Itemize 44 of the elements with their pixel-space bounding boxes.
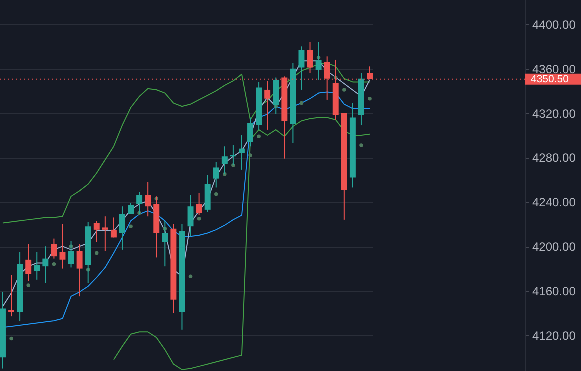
y-tick-label: 4280.00 <box>532 151 576 166</box>
y-tick-label: 4160.00 <box>532 284 576 299</box>
y-tick-label: 4320.00 <box>532 106 576 121</box>
point <box>10 336 14 341</box>
candlestick <box>102 216 108 252</box>
candlestick <box>51 238 58 260</box>
point <box>248 154 252 158</box>
candlestick <box>307 42 314 74</box>
point <box>257 134 261 138</box>
candlestick <box>119 206 126 250</box>
candlestick <box>94 220 100 243</box>
point <box>52 262 56 266</box>
candlestick <box>60 224 66 270</box>
candlestick <box>196 192 202 216</box>
point <box>129 224 133 228</box>
candlestick <box>298 46 305 90</box>
candlestick <box>42 246 49 284</box>
candlestick <box>110 217 117 238</box>
point <box>26 284 30 288</box>
candlestick <box>264 80 271 130</box>
point <box>342 88 346 92</box>
y-tick-label: 4400.00 <box>532 18 576 32</box>
point <box>368 96 372 101</box>
point <box>188 274 193 278</box>
candlestick <box>128 202 134 215</box>
candlestick <box>213 162 220 188</box>
candlestick <box>222 146 228 175</box>
point <box>360 144 364 148</box>
point <box>197 216 202 221</box>
candlestick <box>238 135 245 170</box>
y-tick-label: 4240.00 <box>532 196 576 210</box>
point <box>300 101 304 106</box>
y-tick-label: 4200.00 <box>532 240 576 254</box>
line-series <box>113 117 371 370</box>
candlestick <box>76 244 83 298</box>
candlestick <box>248 117 254 148</box>
candlestick <box>145 182 152 218</box>
point <box>95 251 99 256</box>
candlestick <box>8 274 15 318</box>
y-tick-label: 4120.00 <box>532 328 576 343</box>
candlestick <box>188 194 194 238</box>
candlestick <box>34 252 40 280</box>
point <box>214 192 218 196</box>
candlestick <box>26 244 32 282</box>
